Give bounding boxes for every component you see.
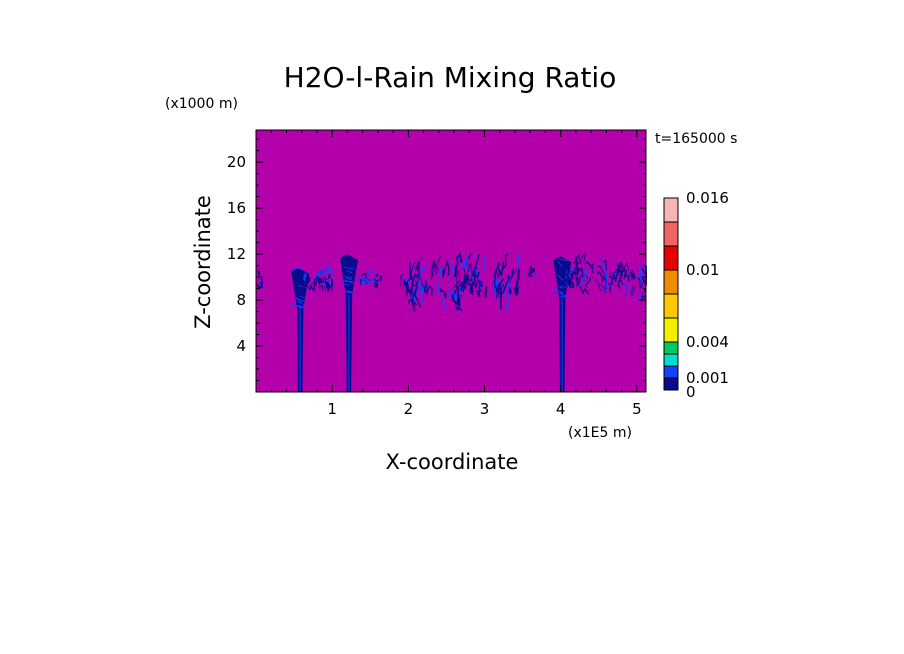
colorbar-swatch-4 bbox=[663, 317, 679, 343]
x-tick-label-2: 2 bbox=[404, 400, 414, 418]
plot-background bbox=[256, 130, 646, 392]
y-tick-label-12: 12 bbox=[227, 245, 246, 263]
y-tick-label-20: 20 bbox=[227, 153, 246, 171]
colorbar-swatch-0 bbox=[663, 377, 679, 391]
rain-shaft-1 bbox=[339, 254, 358, 392]
x-unit-label: (x1E5 m) bbox=[568, 425, 632, 441]
colorbar: 00.001 0.004 0.01 0.016 bbox=[663, 189, 729, 401]
y-tick-label-4: 4 bbox=[236, 337, 246, 355]
y-tick-label-8: 8 bbox=[236, 291, 246, 309]
x-tick-label-4: 4 bbox=[556, 400, 566, 418]
colorbar-swatch-3 bbox=[663, 341, 679, 355]
chart-title: H2O-l-Rain Mixing Ratio bbox=[284, 61, 617, 94]
rain-shaft-2 bbox=[553, 256, 572, 392]
colorbar-swatch-8 bbox=[663, 221, 679, 247]
x-tick-label-1: 1 bbox=[327, 400, 337, 418]
rain-band-5 bbox=[357, 270, 383, 289]
y-axis-ticks: 4 8 12 16 20 bbox=[227, 138, 646, 382]
x-axis-ticks: 1 2 3 4 5 bbox=[270, 130, 642, 418]
y-tick-label-16: 16 bbox=[227, 199, 246, 217]
y-axis-label: Z-coordinate bbox=[191, 195, 215, 329]
rain-features bbox=[256, 252, 647, 392]
rain-band-7 bbox=[527, 265, 535, 278]
x-tick-label-3: 3 bbox=[480, 400, 490, 418]
colorbar-label-0.01: 0.01 bbox=[686, 261, 719, 279]
colorbar-label-0.004: 0.004 bbox=[686, 333, 729, 351]
rain-band-3 bbox=[256, 270, 263, 290]
colorbar-swatch-1 bbox=[663, 365, 679, 379]
rain-band-6 bbox=[400, 252, 520, 313]
time-label: t=165000 s bbox=[655, 131, 737, 147]
x-axis-label: X-coordinate bbox=[386, 450, 519, 474]
colorbar-label-0.001: 0.001 bbox=[686, 369, 729, 387]
rain-shaft-0 bbox=[291, 267, 310, 392]
colorbar-label-0.016: 0.016 bbox=[686, 189, 729, 207]
y-unit-label: (x1000 m) bbox=[165, 96, 238, 112]
rain-band-8 bbox=[560, 252, 608, 295]
colorbar-swatch-6 bbox=[663, 269, 679, 295]
x-tick-label-5: 5 bbox=[632, 400, 642, 418]
colorbar-swatch-7 bbox=[663, 245, 679, 271]
rain-band-4 bbox=[303, 265, 334, 294]
colorbar-swatch-9 bbox=[663, 197, 679, 223]
colorbar-swatch-5 bbox=[663, 293, 679, 319]
colorbar-label-0: 0 bbox=[686, 383, 696, 401]
plot-frame bbox=[255, 129, 647, 393]
colorbar-swatch-2 bbox=[663, 353, 679, 367]
